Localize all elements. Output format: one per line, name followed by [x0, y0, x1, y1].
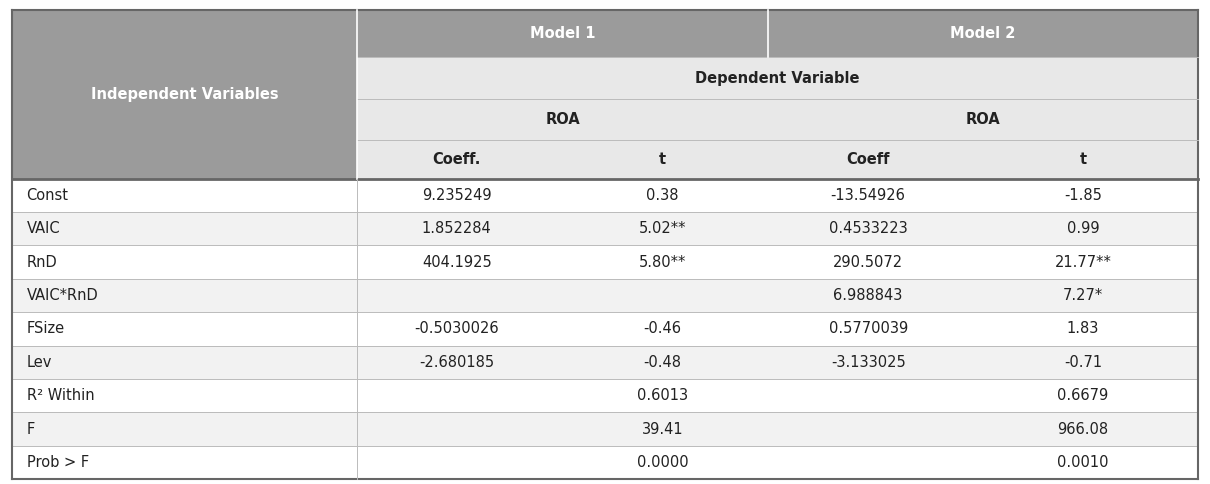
- Text: Prob > F: Prob > F: [27, 455, 88, 470]
- Text: 290.5072: 290.5072: [834, 255, 903, 270]
- Text: 0.99: 0.99: [1067, 221, 1099, 236]
- Text: -0.5030026: -0.5030026: [415, 321, 499, 336]
- Text: 0.6679: 0.6679: [1058, 388, 1108, 403]
- Bar: [12, 212, 1198, 245]
- Bar: [357, 99, 768, 140]
- Bar: [768, 10, 1198, 57]
- Text: 0.6013: 0.6013: [636, 388, 688, 403]
- Bar: [12, 379, 1198, 412]
- Text: 21.77**: 21.77**: [1054, 255, 1112, 270]
- Text: 5.02**: 5.02**: [639, 221, 686, 236]
- Text: Model 1: Model 1: [530, 26, 595, 41]
- Text: 0.0010: 0.0010: [1058, 455, 1108, 470]
- Text: Lev: Lev: [27, 355, 52, 370]
- Text: Coeff.: Coeff.: [433, 152, 480, 167]
- Text: VAIC: VAIC: [27, 221, 60, 236]
- Text: 9.235249: 9.235249: [422, 188, 491, 203]
- Text: -1.85: -1.85: [1064, 188, 1102, 203]
- Text: 0.5770039: 0.5770039: [829, 321, 908, 336]
- Text: RnD: RnD: [27, 255, 57, 270]
- Text: 39.41: 39.41: [641, 422, 684, 437]
- Text: 0.0000: 0.0000: [636, 455, 688, 470]
- Bar: [968, 140, 1198, 179]
- Text: t: t: [1079, 152, 1087, 167]
- Text: -0.46: -0.46: [644, 321, 681, 336]
- Text: F: F: [27, 422, 35, 437]
- Text: ROA: ROA: [966, 112, 1001, 127]
- Text: 0.4533223: 0.4533223: [829, 221, 908, 236]
- Bar: [768, 99, 1198, 140]
- Text: Model 2: Model 2: [950, 26, 1016, 41]
- Text: VAIC*RnD: VAIC*RnD: [27, 288, 98, 303]
- Text: Independent Variables: Independent Variables: [91, 87, 278, 102]
- Bar: [12, 179, 1198, 212]
- Text: 1.852284: 1.852284: [422, 221, 491, 236]
- Bar: [12, 245, 1198, 279]
- Text: ROA: ROA: [546, 112, 580, 127]
- Text: -13.54926: -13.54926: [831, 188, 905, 203]
- Text: FSize: FSize: [27, 321, 65, 336]
- Bar: [357, 140, 557, 179]
- Text: -2.680185: -2.680185: [419, 355, 495, 370]
- Text: R² Within: R² Within: [27, 388, 94, 403]
- Text: 5.80**: 5.80**: [639, 255, 686, 270]
- Bar: [12, 279, 1198, 312]
- Bar: [12, 312, 1198, 346]
- Text: Dependent Variable: Dependent Variable: [696, 71, 859, 86]
- Text: Const: Const: [27, 188, 69, 203]
- Text: 6.988843: 6.988843: [834, 288, 903, 303]
- Text: 404.1925: 404.1925: [422, 255, 491, 270]
- Bar: [768, 140, 968, 179]
- Bar: [557, 140, 768, 179]
- Text: Coeff: Coeff: [847, 152, 889, 167]
- Bar: [12, 446, 1198, 479]
- Text: -3.133025: -3.133025: [831, 355, 905, 370]
- Bar: [12, 412, 1198, 446]
- Text: 966.08: 966.08: [1058, 422, 1108, 437]
- Bar: [12, 346, 1198, 379]
- Bar: [357, 57, 1198, 99]
- Bar: [357, 10, 768, 57]
- Text: t: t: [659, 152, 666, 167]
- Text: 1.83: 1.83: [1067, 321, 1099, 336]
- Text: 7.27*: 7.27*: [1062, 288, 1104, 303]
- Text: -0.71: -0.71: [1064, 355, 1102, 370]
- Bar: [12, 10, 357, 179]
- Text: -0.48: -0.48: [644, 355, 681, 370]
- Text: 0.38: 0.38: [646, 188, 679, 203]
